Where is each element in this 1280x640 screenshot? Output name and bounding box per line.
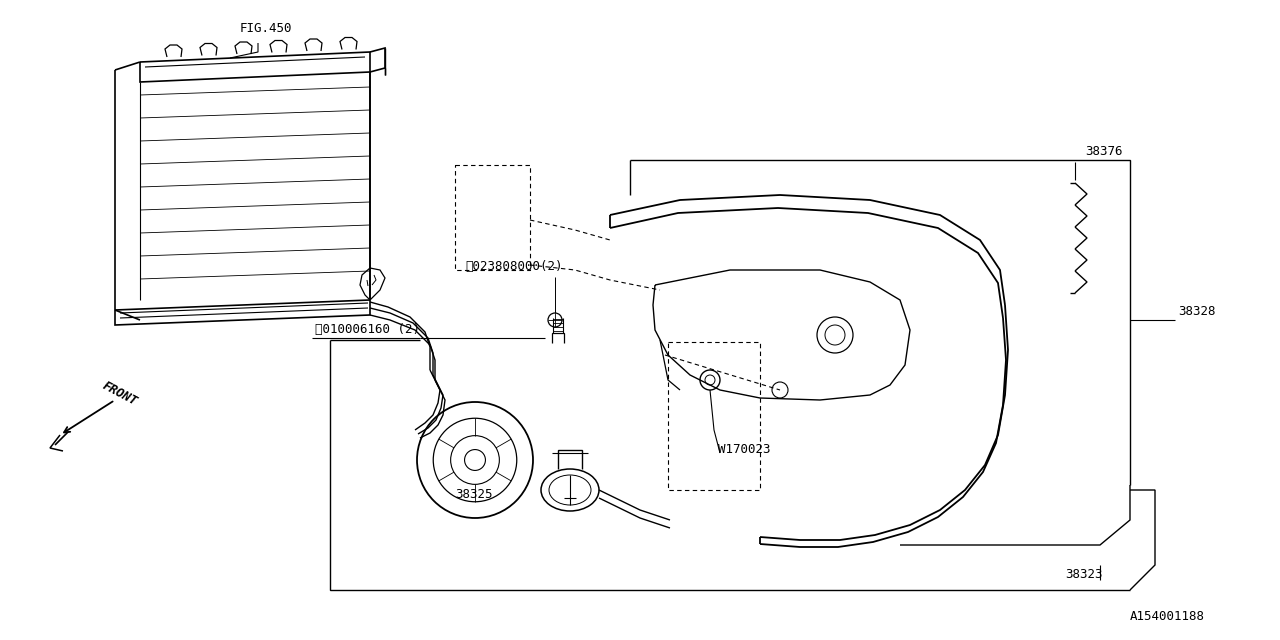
Ellipse shape <box>541 469 599 511</box>
Text: 38325: 38325 <box>454 488 493 501</box>
Circle shape <box>705 375 716 385</box>
Circle shape <box>700 370 721 390</box>
Circle shape <box>772 382 788 398</box>
Circle shape <box>465 449 485 470</box>
Text: 38376: 38376 <box>1085 145 1123 158</box>
Text: 38323: 38323 <box>1065 568 1102 581</box>
Circle shape <box>451 436 499 484</box>
Text: FRONT: FRONT <box>100 379 140 408</box>
Circle shape <box>433 419 517 502</box>
Text: ⓝ023808000(2): ⓝ023808000(2) <box>465 260 562 273</box>
Circle shape <box>548 313 562 327</box>
Ellipse shape <box>549 475 591 505</box>
Text: 38328: 38328 <box>1178 305 1216 318</box>
Text: W170023: W170023 <box>718 443 771 456</box>
Text: A154001188: A154001188 <box>1130 610 1204 623</box>
Circle shape <box>817 317 852 353</box>
Circle shape <box>826 325 845 345</box>
Text: FIG.450: FIG.450 <box>241 22 293 35</box>
Text: Ⓑ010006160 (2): Ⓑ010006160 (2) <box>315 323 420 336</box>
Circle shape <box>417 402 532 518</box>
